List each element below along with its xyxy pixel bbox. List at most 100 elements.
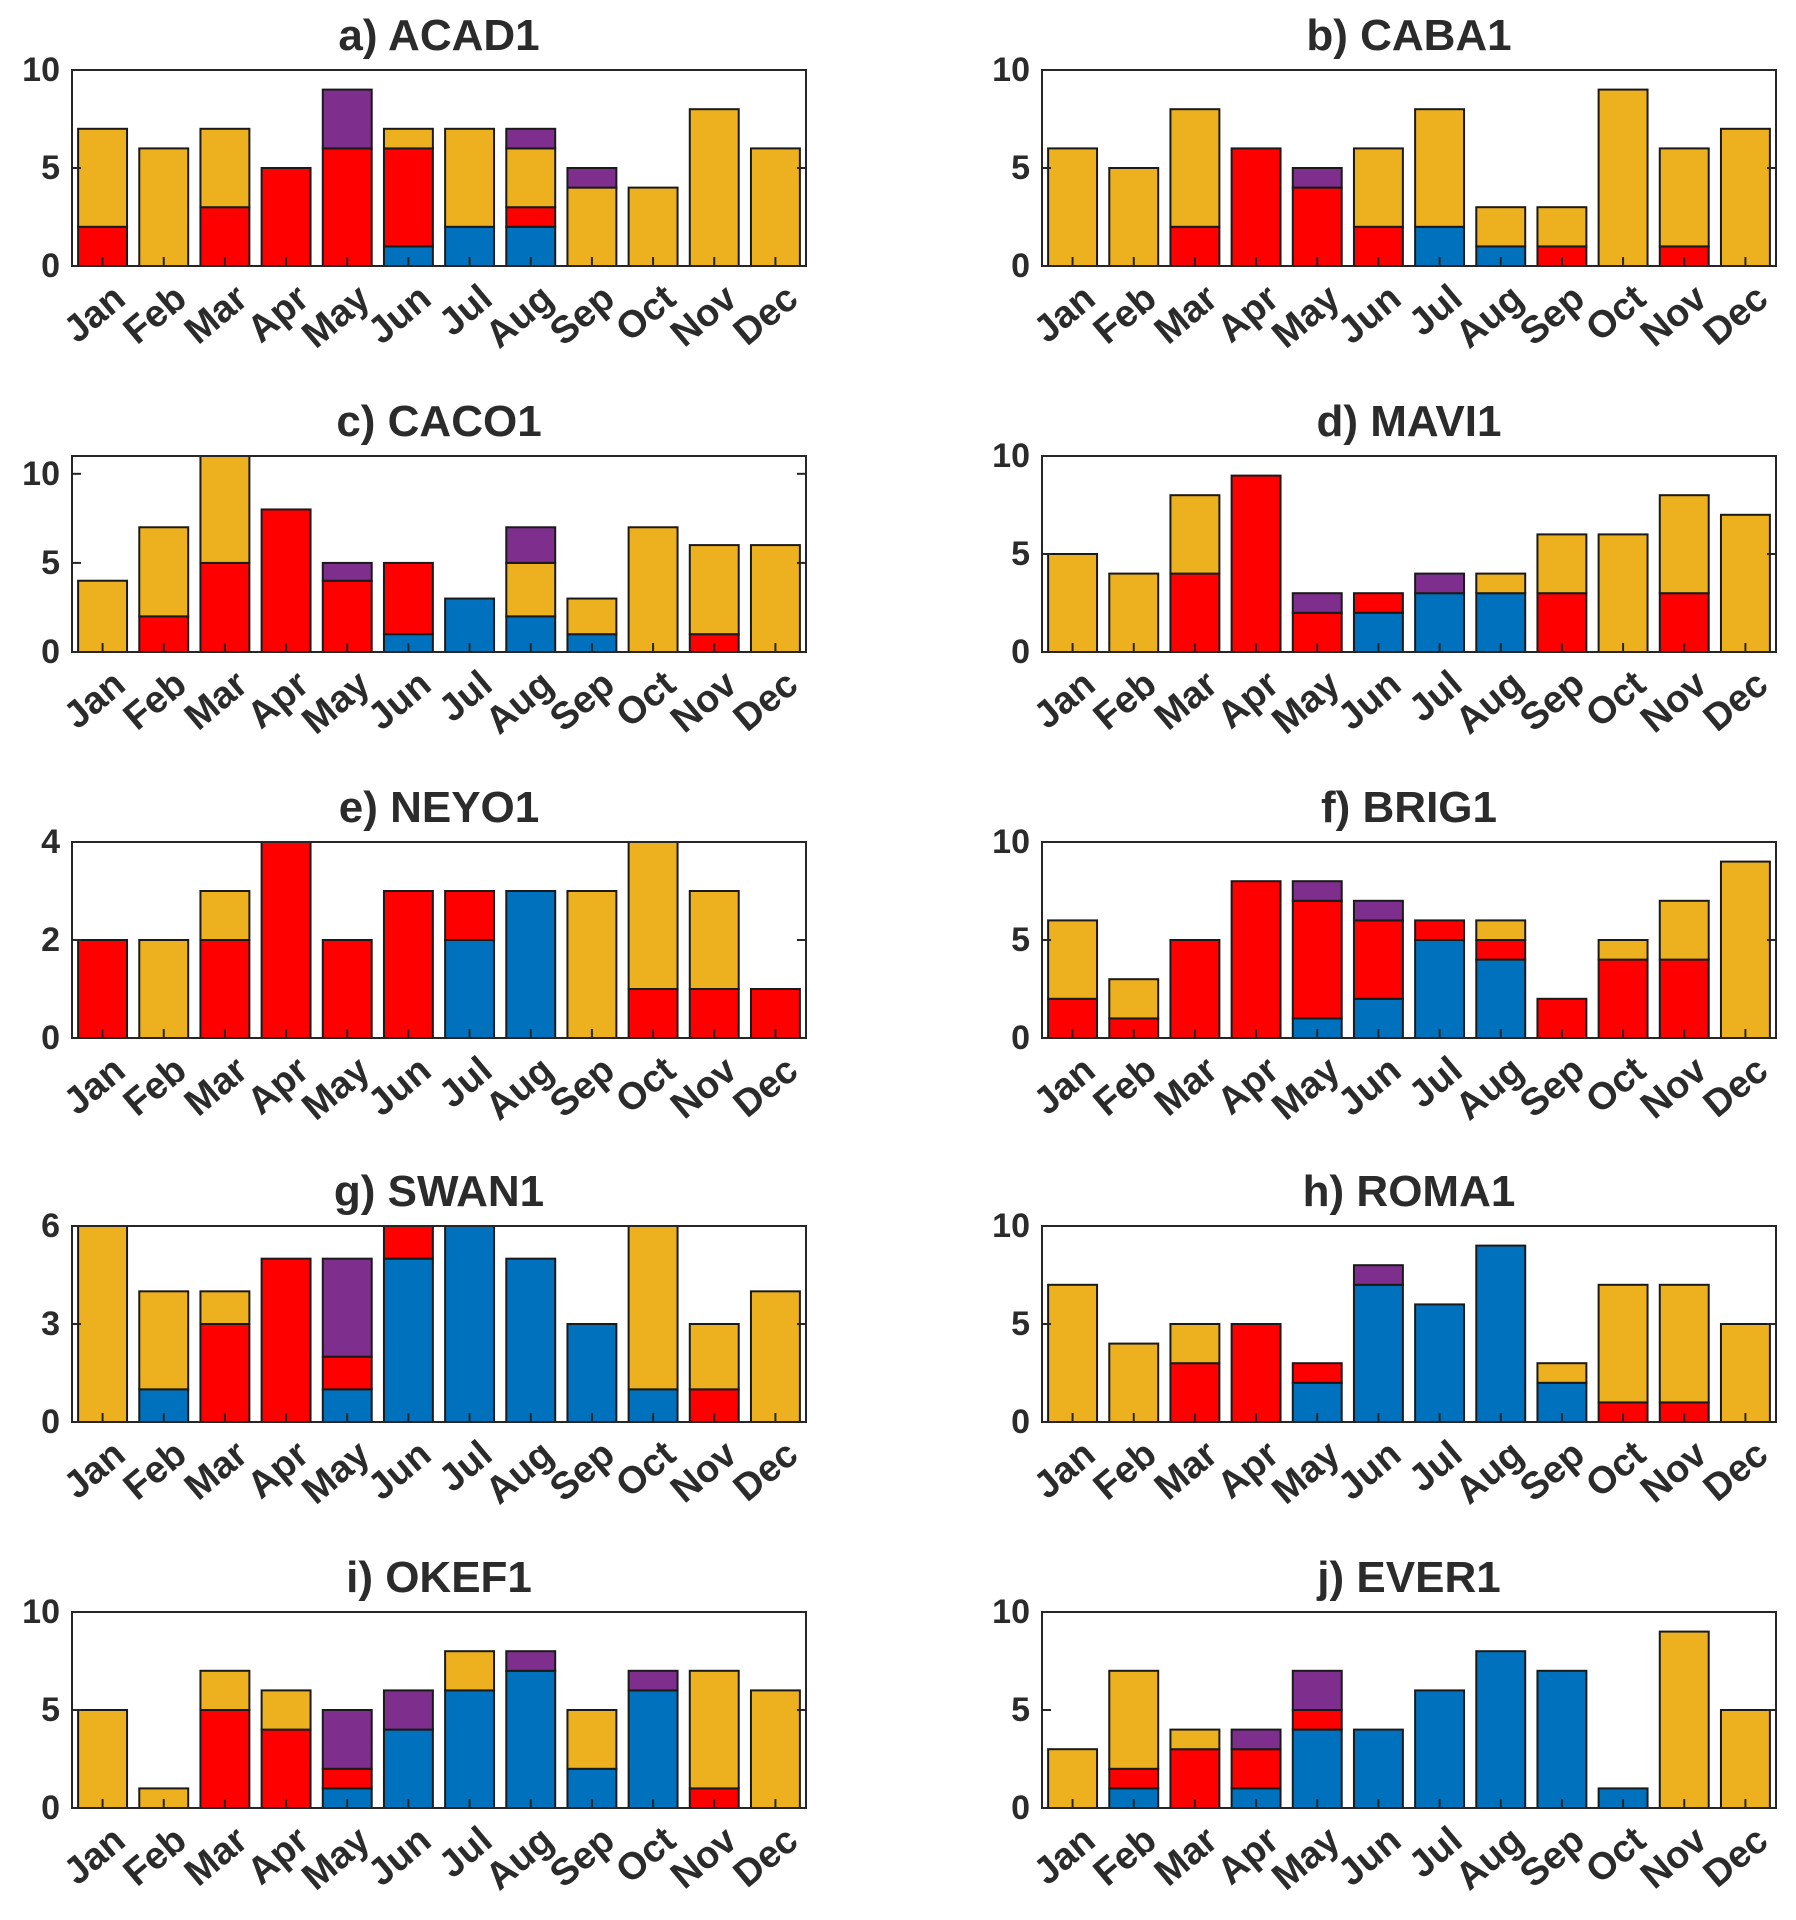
bar-orange-dec — [1719, 860, 1771, 1039]
x-tick-label-oct: Oct — [608, 277, 684, 350]
bar-red-may — [321, 1767, 373, 1790]
bar-purple-may — [1291, 592, 1343, 614]
x-tick-label-dec: Dec — [726, 663, 806, 740]
bar-blue-jul — [444, 939, 496, 1039]
bar-orange-aug — [1475, 206, 1527, 248]
x-tick-label-oct: Oct — [608, 1049, 684, 1122]
y-tick-label: 0 — [1011, 247, 1030, 285]
bar-orange-feb — [1108, 978, 1160, 1020]
y-tick-label: 6 — [41, 1207, 60, 1245]
bar-blue-jul — [1414, 1689, 1466, 1810]
bar-red-jul — [444, 890, 496, 941]
bar-orange-oct — [1597, 939, 1649, 961]
y-tick-label: 0 — [1011, 1403, 1030, 1441]
x-tick-label-oct: Oct — [1578, 1819, 1654, 1892]
bar-orange-sep — [566, 186, 618, 268]
bar-orange-feb — [138, 526, 190, 618]
y-tick-label: 10 — [992, 1207, 1030, 1245]
panel-title: g) SWAN1 — [334, 1167, 544, 1216]
x-tick-label-jun: Jun — [360, 277, 439, 353]
panel-1: a) ACAD10510JanFebMarAprMayJunJulAugSepO… — [22, 11, 807, 357]
panel-8: h) ROMA10510JanFebMarAprMayJunJulAugSepO… — [992, 1167, 1777, 1513]
x-tick-label-oct: Oct — [1578, 277, 1654, 350]
y-tick-label: 0 — [41, 1019, 60, 1057]
bar-orange-dec — [1719, 1323, 1771, 1423]
panel-title: j) EVER1 — [1316, 1553, 1500, 1602]
y-tick-label: 5 — [1011, 921, 1030, 959]
bar-red-jun — [1352, 919, 1404, 1000]
bar-red-may — [321, 579, 373, 653]
x-tick-label-jun: Jun — [360, 1433, 439, 1509]
bar-orange-nov — [688, 108, 740, 267]
y-tick-label: 0 — [41, 633, 60, 671]
bar-purple-jun — [1352, 1264, 1404, 1286]
bar-blue-aug — [505, 1257, 557, 1424]
bar-purple-aug — [505, 127, 557, 150]
bar-orange-sep — [1536, 206, 1588, 248]
bar-red-may — [1291, 1709, 1343, 1731]
x-tick-label-oct: Oct — [1578, 1433, 1654, 1506]
bar-orange-jun — [1352, 147, 1404, 228]
x-tick-label-dec: Dec — [726, 1049, 806, 1126]
panel-5: e) NEYO1024JanFebMarAprMayJunJulAugSepOc… — [41, 783, 807, 1129]
bar-orange-oct — [1597, 88, 1649, 267]
bar-blue-jul — [1414, 1303, 1466, 1424]
bar-red-mar — [1169, 1362, 1221, 1423]
bar-blue-aug — [505, 890, 557, 1039]
bar-red-apr — [1230, 880, 1282, 1040]
axes-background — [72, 456, 806, 652]
bar-orange-nov — [688, 1669, 740, 1790]
bar-red-jul — [1414, 919, 1466, 942]
panel-9: i) OKEF10510JanFebMarAprMayJunJulAugSepO… — [22, 1553, 807, 1899]
y-tick-label: 0 — [1011, 1789, 1030, 1827]
bar-red-mar — [199, 939, 251, 1039]
x-tick-label-jun: Jun — [1330, 1819, 1409, 1895]
bar-red-mar — [199, 561, 251, 653]
bar-red-apr — [260, 1728, 312, 1809]
bar-orange-oct — [627, 526, 679, 654]
bar-orange-sep — [1536, 1362, 1588, 1384]
y-tick-label: 10 — [992, 51, 1030, 89]
bar-orange-dec — [749, 147, 801, 267]
bar-orange-aug — [505, 147, 557, 209]
y-tick-label: 2 — [41, 921, 60, 959]
bar-red-aug — [505, 206, 557, 228]
panel-2: b) CABA10510JanFebMarAprMayJunJulAugSepO… — [992, 11, 1777, 357]
bar-red-apr — [260, 841, 312, 1039]
y-tick-label: 0 — [41, 247, 60, 285]
y-tick-label: 0 — [41, 1403, 60, 1441]
x-tick-label-oct: Oct — [1578, 1049, 1654, 1122]
y-tick-label: 5 — [41, 149, 60, 187]
x-tick-label-jun: Jun — [360, 1049, 439, 1125]
axes-background — [1042, 456, 1776, 652]
bar-orange-dec — [1719, 513, 1771, 653]
bar-orange-dec — [1719, 1709, 1771, 1809]
bar-red-mar — [199, 1323, 251, 1423]
bar-red-oct — [1597, 958, 1649, 1039]
y-tick-label: 0 — [41, 1789, 60, 1827]
bar-red-feb — [1108, 1767, 1160, 1790]
y-tick-label: 3 — [41, 1305, 60, 1343]
bar-orange-nov — [1658, 1630, 1710, 1809]
panel-title: i) OKEF1 — [346, 1553, 532, 1602]
bar-orange-nov — [688, 890, 740, 990]
bar-orange-jul — [444, 127, 496, 228]
bar-orange-apr — [260, 1689, 312, 1731]
bar-red-apr — [260, 167, 312, 267]
bar-orange-feb — [138, 939, 190, 1039]
bar-purple-may — [321, 561, 373, 582]
bar-orange-jan — [77, 579, 129, 653]
y-tick-label: 4 — [41, 823, 60, 861]
bar-red-jun — [382, 890, 434, 1039]
y-tick-label: 10 — [22, 455, 60, 493]
y-tick-label: 10 — [992, 823, 1030, 861]
axes-background — [72, 70, 806, 266]
bar-orange-jan — [1047, 553, 1099, 653]
axes-background — [1042, 842, 1776, 1038]
bar-purple-may — [321, 1709, 373, 1770]
bar-orange-nov — [1658, 494, 1710, 595]
bar-orange-oct — [1597, 533, 1649, 654]
y-tick-label: 5 — [1011, 1691, 1030, 1729]
bar-orange-jul — [1414, 108, 1466, 228]
